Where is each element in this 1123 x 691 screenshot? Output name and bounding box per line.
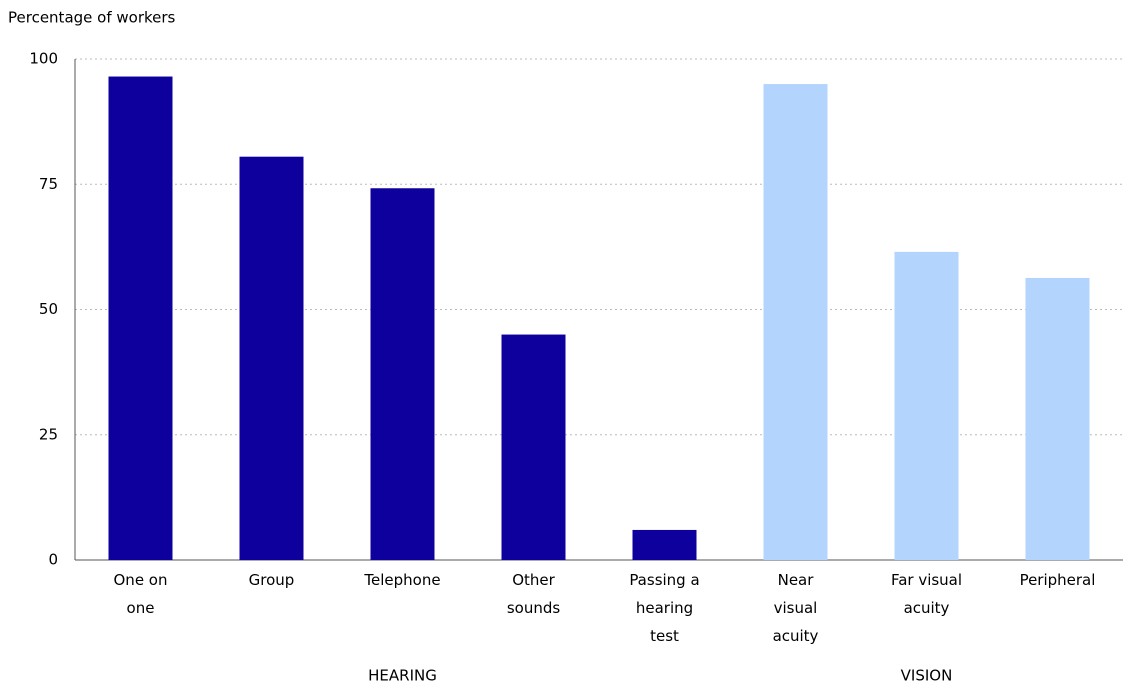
x-tick-label-line: Far visual: [891, 571, 962, 589]
x-tick-label-line: Near: [778, 571, 815, 589]
group-label: VISION: [901, 667, 953, 685]
bar: [370, 188, 435, 560]
x-tick-label-line: test: [650, 627, 679, 645]
x-tick-label-line: one: [127, 599, 155, 617]
x-tick-label: Far visual acuity: [891, 571, 962, 617]
x-tick-label-line: acuity: [904, 599, 950, 617]
x-tick-label-line: sounds: [507, 599, 561, 617]
x-tick-label: One on one: [114, 571, 168, 617]
x-tick-label-line: Peripheral: [1020, 571, 1096, 589]
x-tick-label: Other sounds: [507, 571, 561, 617]
bar: [632, 529, 697, 560]
y-tick-label: 50: [39, 300, 58, 318]
bar: [894, 251, 959, 560]
bar: [501, 334, 566, 560]
x-tick-label-line: Telephone: [363, 571, 440, 589]
x-tick-label: Passing a hearing test: [629, 571, 699, 645]
y-tick-label: 25: [39, 425, 58, 443]
y-tick-label: 75: [39, 175, 58, 193]
x-tick-label: Telephone: [363, 571, 440, 589]
x-tick-label-line: Passing a: [629, 571, 699, 589]
group-label: HEARING: [368, 667, 437, 685]
x-tick-label: Near visual acuity: [773, 571, 819, 645]
y-tick-label: 0: [48, 551, 58, 569]
bar: [108, 76, 173, 560]
x-tick-label: Peripheral: [1020, 571, 1096, 589]
y-axis-label: Percentage of workers: [8, 9, 176, 27]
bar: [763, 84, 828, 561]
x-tick-label: Group: [249, 571, 295, 589]
x-tick-label-line: hearing: [636, 599, 693, 617]
x-tick-label-line: Group: [249, 571, 295, 589]
bar: [239, 156, 304, 560]
x-tick-label-line: visual: [774, 599, 818, 617]
x-tick-label-line: One on: [114, 571, 168, 589]
y-tick-label: 100: [29, 50, 58, 68]
bar: [1025, 277, 1090, 560]
x-tick-label-line: Other: [512, 571, 555, 589]
x-tick-label-line: acuity: [773, 627, 819, 645]
